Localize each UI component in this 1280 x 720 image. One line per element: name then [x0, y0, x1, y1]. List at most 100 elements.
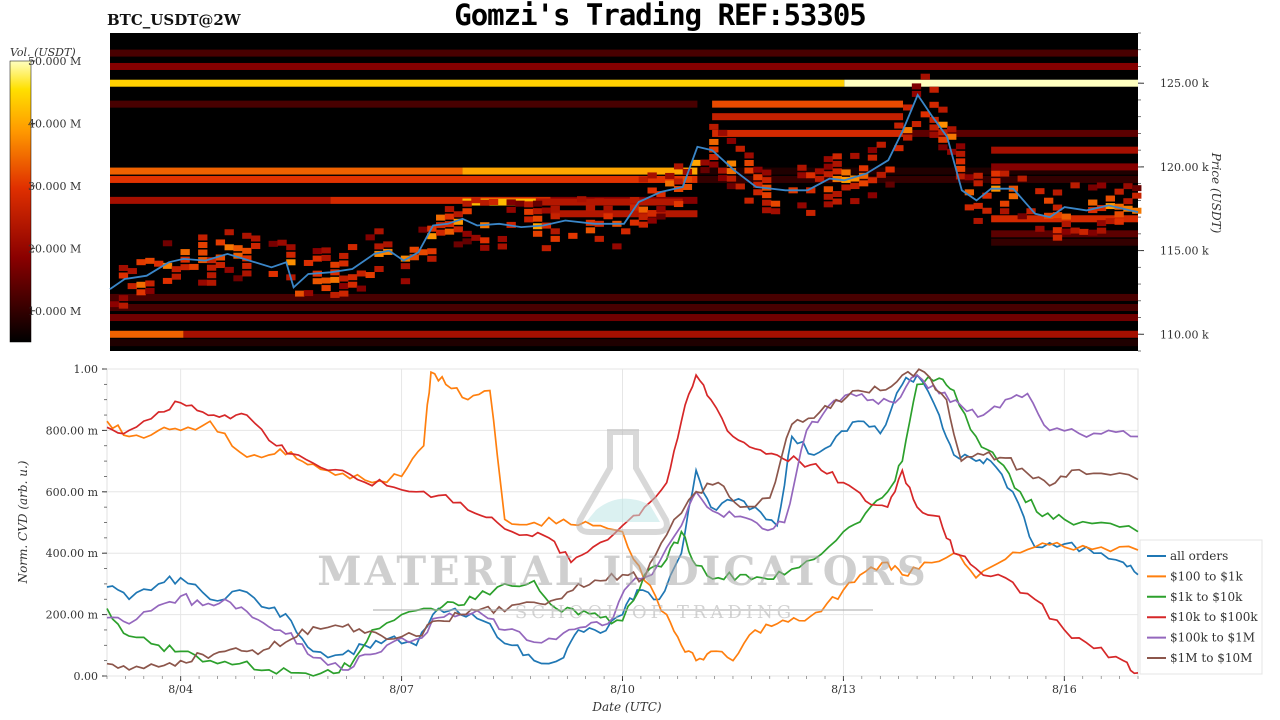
heatmap-cell: [224, 229, 234, 236]
heatmap-cell: [312, 248, 322, 255]
heatmap-cell: [823, 171, 834, 178]
heatmap-cell: [691, 159, 701, 166]
heatmap-cell: [409, 254, 419, 261]
heatmap-cell: [339, 252, 349, 259]
heatmap-cell: [858, 180, 869, 187]
heatmap-cell: [1044, 212, 1054, 219]
heatmap-cell: [841, 184, 851, 191]
heatmap-cell: [550, 228, 560, 235]
heatmap-cell: [488, 198, 499, 205]
heatmap-cell: [480, 199, 490, 206]
heatmap-cell: [127, 283, 137, 290]
legend-label: all orders: [1170, 549, 1228, 563]
heatmap-cell: [268, 270, 278, 277]
cvd-ylabel: Norm. CVD (arb. u.): [16, 460, 30, 584]
heatmap-cell: [964, 174, 975, 181]
heatmap-band: [712, 113, 904, 121]
heatmap-cell: [991, 178, 1001, 185]
heatmap-cell: [550, 235, 560, 242]
heatmap-cell: [823, 163, 834, 170]
heatmap-cell: [1061, 213, 1071, 220]
heatmap-cell: [832, 153, 842, 160]
heatmap-band: [183, 330, 1138, 338]
heatmap-cell: [171, 273, 181, 280]
heatmap-band: [110, 167, 463, 175]
heatmap-cell: [1026, 208, 1036, 215]
flask-icon: [576, 429, 670, 535]
heatmap-cell: [1052, 234, 1063, 241]
heatmap-band: [844, 79, 1138, 87]
heatmap-cell: [770, 200, 781, 207]
heatmap-band: [110, 62, 1138, 70]
heatmap-band: [462, 167, 698, 175]
heatmap-cell: [532, 200, 543, 207]
heatmap-cell: [999, 208, 1010, 215]
heatmap-cell: [585, 227, 596, 234]
heatmap-cell: [744, 167, 754, 174]
heatmap-cell: [303, 259, 314, 266]
heatmap-cell: [726, 137, 737, 144]
heatmap-band: [903, 129, 1138, 137]
heatmap-band: [535, 198, 683, 206]
heatmap-ytick-label: 125.00 k: [1160, 77, 1209, 90]
heatmap-cell: [233, 275, 243, 282]
heatmap-cell: [427, 255, 437, 262]
heatmap-cell: [806, 209, 816, 216]
heatmap-cell: [832, 191, 842, 198]
heatmap-cell: [867, 192, 878, 199]
heatmap-cell: [1132, 207, 1142, 214]
cvd-series-line: [106, 373, 1139, 665]
heatmap-cell: [383, 248, 393, 255]
heatmap-cell: [339, 260, 349, 267]
heatmap-cell: [541, 245, 552, 252]
colorbar-tick-label: 20.000 M: [28, 242, 81, 255]
heatmap-cell: [1096, 220, 1107, 227]
heatmap-cell: [850, 175, 860, 182]
heatmap-cell: [753, 166, 763, 173]
heatmap-cell: [920, 73, 930, 80]
price-series-line: [109, 93, 1139, 290]
legend-label: $100 to $1k: [1170, 569, 1243, 583]
heatmap-band: [110, 339, 1138, 347]
heatmap-cell: [621, 228, 631, 235]
heatmap-cell: [242, 232, 252, 239]
heatmap-cell: [224, 244, 234, 251]
cvd-series-line: [106, 368, 1139, 671]
heatmap-cell: [867, 154, 878, 161]
heatmap-cell: [999, 170, 1010, 177]
heatmap-cell: [982, 207, 992, 214]
heatmap-cell: [938, 136, 948, 143]
heatmap-cell: [524, 216, 534, 223]
heatmap-cell: [471, 197, 481, 204]
heatmap-cell: [374, 228, 384, 235]
heatmap-cell: [911, 90, 922, 97]
heatmap-cell: [709, 154, 719, 161]
heatmap-band: [110, 330, 184, 338]
watermark-line1: MATERIAL INDICATORS: [317, 548, 929, 595]
heatmap-cell: [1123, 198, 1133, 205]
heatmap-cell: [929, 124, 939, 131]
heatmap-cell: [453, 226, 463, 233]
heatmap-cell: [286, 259, 296, 266]
heatmap-cell: [206, 257, 217, 264]
heatmap-cell: [885, 181, 895, 188]
heatmap-cell: [198, 249, 208, 256]
heatmap-cell: [118, 264, 129, 271]
heatmap-cell: [1052, 189, 1063, 196]
heatmap-cell: [682, 176, 693, 183]
heatmap-cell: [585, 204, 596, 211]
heatmap-cell: [744, 159, 754, 166]
heatmap-cell: [1123, 205, 1133, 212]
heatmap-cell: [127, 268, 137, 275]
heatmap-cell: [1079, 228, 1089, 235]
heatmap-cell: [347, 281, 358, 288]
heatmap-cell: [506, 206, 516, 213]
heatmap-cell: [321, 254, 331, 261]
heatmap-cell: [673, 201, 684, 208]
heatmap-cell: [497, 243, 508, 250]
heatmap-cell: [550, 205, 560, 212]
heatmap-cell: [656, 206, 666, 213]
heatmap-cell: [867, 177, 878, 184]
heatmap-cell: [735, 183, 745, 190]
heatmap-cell: [427, 233, 437, 240]
